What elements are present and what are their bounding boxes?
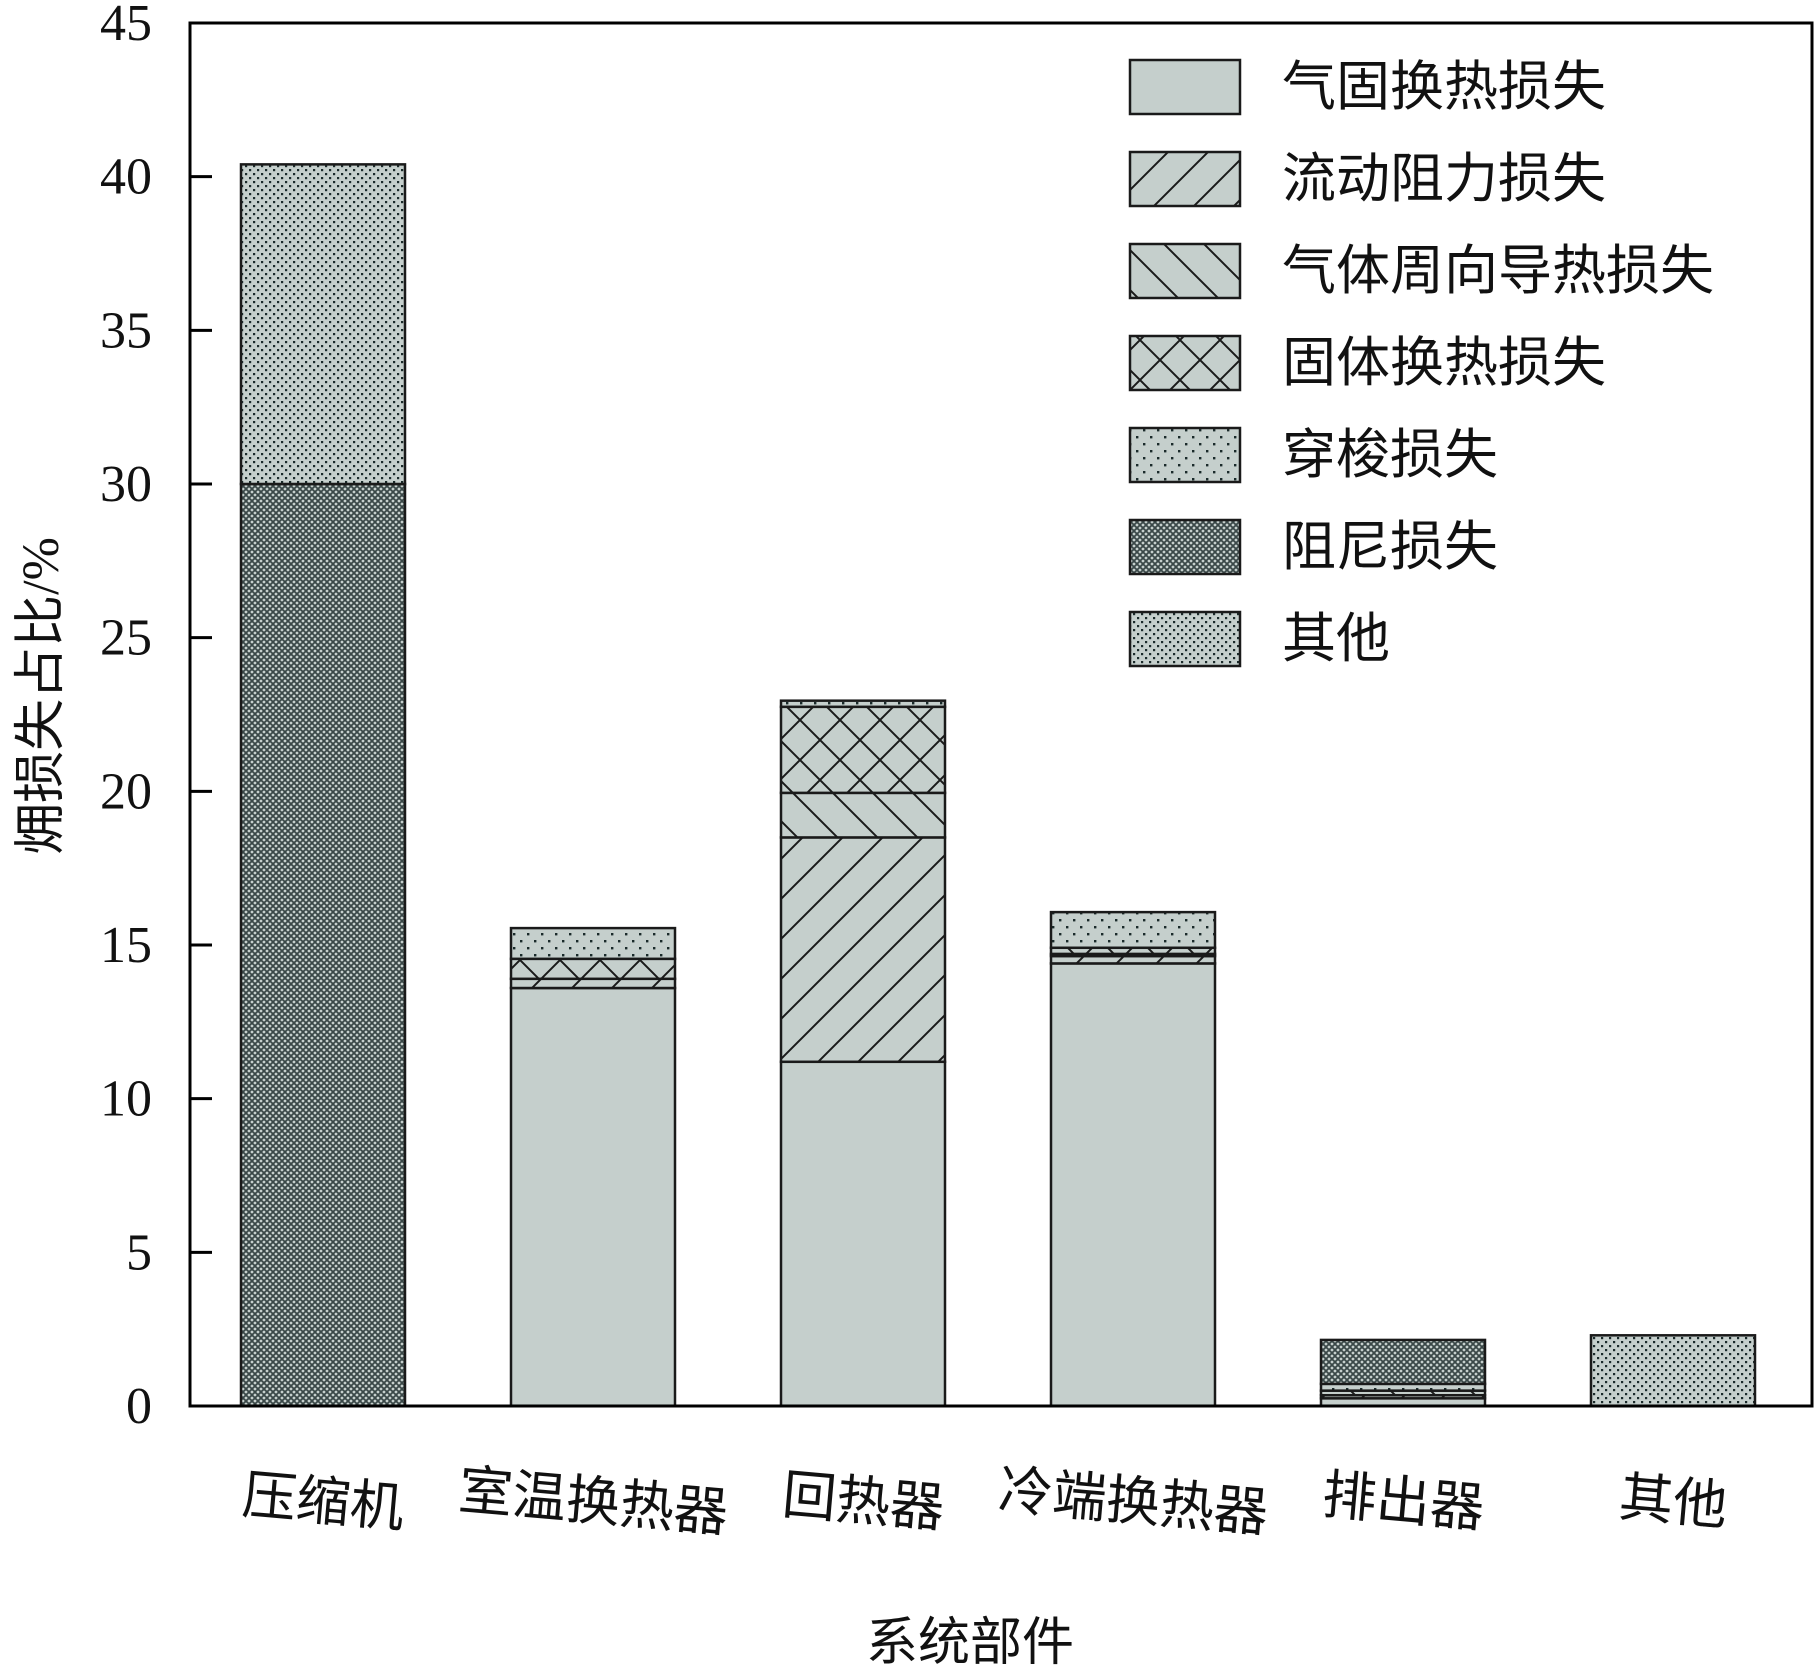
legend-item: 流动阻力损失 — [1128, 149, 1606, 209]
x-tick-label: 室温换热器 — [456, 1460, 730, 1543]
bar-stack — [779, 699, 947, 1408]
bar-stack — [1319, 1338, 1487, 1408]
y-tick-label: 35 — [100, 302, 152, 359]
y-tick-label: 40 — [100, 149, 152, 206]
plot-frame — [188, 21, 1814, 1408]
bar-segment — [779, 1060, 947, 1408]
bar-stack — [239, 163, 407, 1408]
legend-label: 固体换热损失 — [1282, 333, 1606, 393]
legend-swatch — [1128, 242, 1242, 300]
legend-label: 其他 — [1282, 609, 1390, 669]
x-tick-label: 其他 — [1617, 1467, 1730, 1536]
bar-segment — [1589, 1334, 1757, 1408]
x-tick-label: 排出器 — [1320, 1465, 1487, 1539]
legend-label: 阻尼损失 — [1282, 517, 1498, 577]
y-tick-label: 20 — [100, 763, 152, 820]
bar-segment — [509, 977, 677, 990]
legend-item: 气固换热损失 — [1128, 57, 1606, 117]
y-axis-label: 㶲损失占比/% — [13, 537, 70, 855]
legend-item: 穿梭损失 — [1128, 425, 1498, 485]
bar-segment — [509, 957, 677, 981]
x-axis-label: 系统部件 — [866, 1615, 1074, 1672]
y-tick-label: 45 — [100, 0, 152, 52]
x-tick-label: 回热器 — [780, 1465, 947, 1539]
bar-segment — [779, 836, 947, 1064]
bar-segment — [509, 986, 677, 1408]
legend-item: 阻尼损失 — [1128, 517, 1498, 577]
bar-stack — [509, 926, 677, 1408]
y-tick-label: 30 — [100, 456, 152, 513]
bar-segment — [1049, 910, 1217, 950]
legend-label: 流动阻力损失 — [1282, 149, 1606, 209]
bar-segment — [1319, 1338, 1487, 1386]
bar-segment — [779, 705, 947, 795]
legend-swatch — [1128, 426, 1242, 484]
bar-segment — [779, 791, 947, 839]
legend-swatch — [1128, 518, 1242, 576]
legend-swatch — [1128, 610, 1242, 668]
legend-swatch — [1128, 58, 1242, 116]
legend-label: 气固换热损失 — [1282, 57, 1606, 117]
bars — [239, 163, 1757, 1408]
bar-segment — [239, 482, 407, 1408]
legend-label: 穿梭损失 — [1282, 425, 1498, 485]
legend-swatch — [1128, 334, 1242, 392]
legend-label: 气体周向导热损失 — [1282, 241, 1714, 301]
bar-segment — [779, 699, 947, 709]
legend-item: 固体换热损失 — [1128, 333, 1606, 393]
bar-stack — [1049, 910, 1217, 1408]
legend-item: 气体周向导热损失 — [1128, 241, 1714, 301]
x-axis: 压缩机 室温换热器 回热器 冷端换热器 排出器 其他 — [240, 1460, 1730, 1543]
bar-segment — [239, 163, 407, 486]
y-tick-label: 0 — [126, 1378, 152, 1435]
x-tick-label: 压缩机 — [240, 1465, 407, 1539]
legend-swatch — [1128, 150, 1242, 208]
y-tick-label: 25 — [100, 610, 152, 667]
bar-segment — [509, 926, 677, 961]
bar-stack — [1589, 1334, 1757, 1408]
y-tick-label: 15 — [100, 917, 152, 974]
bar-segment — [1049, 962, 1217, 1408]
y-tick-label: 10 — [100, 1071, 152, 1128]
y-axis: 0 5 10 15 20 25 30 35 40 45 — [100, 0, 212, 1435]
x-tick-label: 冷端换热器 — [996, 1460, 1270, 1543]
y-tick-label: 5 — [126, 1224, 152, 1281]
legend-item: 其他 — [1128, 609, 1390, 669]
